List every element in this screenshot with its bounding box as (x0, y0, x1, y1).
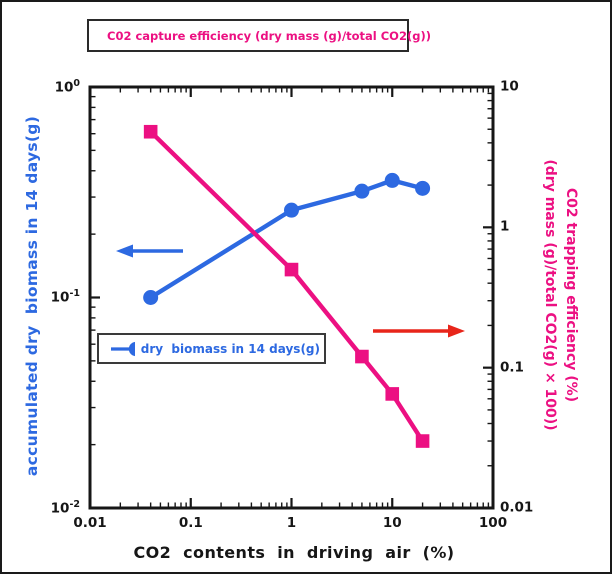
x-tick-label: 1 (286, 515, 297, 531)
x-axis-title: CO2 contents in driving air (%) (133, 543, 455, 562)
y-left-ticks (90, 85, 100, 510)
circle-marker-icon (111, 341, 135, 356)
efficiency-series-line (148, 129, 425, 444)
y-left-tick-label: 100 (54, 77, 80, 96)
x-axis-ticks (88, 87, 495, 508)
efficiency-series-markers (143, 124, 430, 448)
left-axis-arrow (116, 244, 183, 258)
y-left-tick-label: 10-1 (50, 287, 80, 306)
y-right-ticks (483, 85, 493, 510)
y-right-tick-label: 0.1 (500, 359, 524, 376)
y-left-tick-label: 10-2 (50, 498, 80, 517)
y-right-axis-title: C02 trapping efficiency (%) (dry mass (g)… (539, 60, 581, 530)
biomass-series-line (148, 178, 425, 300)
y-right-axis-title-line2: (dry mass (g)/total CO2(g) × 100)) (542, 159, 558, 431)
right-axis-arrow (373, 324, 465, 338)
x-tick-label: 100 (478, 515, 508, 531)
x-tick-label: 10 (382, 515, 402, 531)
y-right-tick-label: 0.01 (500, 499, 534, 516)
y-right-tick-label: 1 (500, 218, 510, 235)
y-right-tick-label: 10 (500, 78, 519, 95)
y-left-axis-title: accumulated dry biomass in 14 days(g) (23, 115, 41, 477)
biomass-series-markers (143, 172, 431, 305)
biomass-legend-label: dry biomass in 14 days(g) (140, 341, 320, 356)
biomass-legend: dry biomass in 14 days(g) (97, 333, 326, 364)
capture-efficiency-legend: C02 capture efficiency (dry mass (g)/tot… (87, 19, 431, 52)
y-right-axis-title-line1: C02 trapping efficiency (%) (563, 187, 579, 403)
x-tick-label: 0.01 (73, 515, 107, 531)
capture-efficiency-legend-label: C02 capture efficiency (dry mass (g)/tot… (107, 28, 431, 43)
x-tick-label: 0.1 (178, 515, 203, 531)
